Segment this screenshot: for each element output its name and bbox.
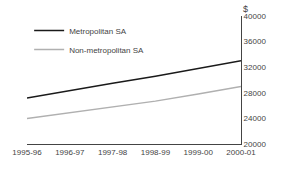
svg-text:40000: 40000 — [244, 12, 267, 21]
svg-text:1999-00: 1999-00 — [184, 148, 214, 157]
svg-text:$: $ — [243, 4, 248, 14]
svg-text:1996-97: 1996-97 — [55, 148, 85, 157]
svg-text:2000-01: 2000-01 — [226, 148, 256, 157]
svg-text:1997-98: 1997-98 — [98, 148, 128, 157]
svg-text:20000: 20000 — [244, 140, 267, 149]
svg-text:Non-metropolitan SA: Non-metropolitan SA — [69, 46, 144, 55]
svg-text:Metropolitan SA: Metropolitan SA — [69, 27, 127, 36]
svg-text:32000: 32000 — [244, 63, 267, 72]
svg-text:24000: 24000 — [244, 114, 267, 123]
svg-text:1998-99: 1998-99 — [141, 148, 171, 157]
svg-text:1995-96: 1995-96 — [12, 148, 42, 157]
svg-text:28000: 28000 — [244, 89, 267, 98]
svg-text:36000: 36000 — [244, 37, 267, 46]
